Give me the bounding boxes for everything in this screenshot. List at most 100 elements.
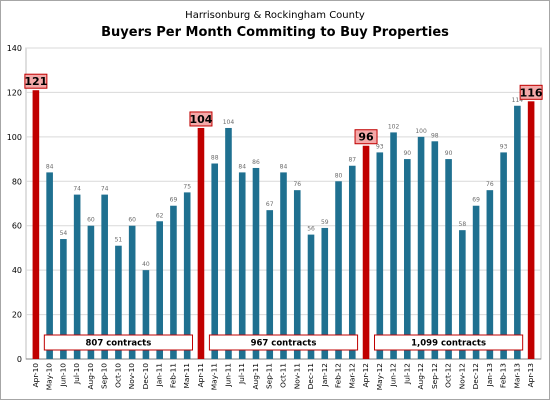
value-label: 56: [307, 226, 315, 233]
x-tick-label: May-11: [210, 363, 219, 391]
bar: [156, 221, 163, 359]
x-tick-label: Sep-10: [100, 363, 109, 389]
highlight-label-box: [354, 129, 378, 145]
period-annotations: 807 contracts 967 contracts 1,099 contract…: [43, 334, 524, 351]
x-tick-label: Aug-12: [416, 363, 425, 390]
x-tick-label: Dec-12: [471, 363, 480, 389]
x-tick-label: Oct-11: [279, 363, 288, 388]
value-label: 74: [101, 186, 109, 193]
y-tick-label: 140: [7, 44, 22, 53]
value-label: 88: [211, 155, 219, 162]
value-label: 84: [280, 163, 288, 170]
value-label: 75: [183, 183, 191, 190]
bar: [60, 239, 67, 359]
x-tick-label: Sep-12: [430, 363, 439, 389]
bar: [170, 205, 177, 359]
value-label: 74: [73, 186, 81, 193]
highlight-value-label: 121: [24, 73, 48, 89]
period-label: 807 contracts: [86, 339, 152, 349]
x-tick-label: Feb-11: [168, 363, 177, 388]
y-tick-label: 80: [12, 177, 22, 186]
value-label: 80: [335, 172, 343, 179]
period-box: [374, 334, 524, 351]
y-tick-label: 60: [12, 222, 22, 231]
bar: [238, 172, 246, 359]
bar: [197, 127, 205, 359]
x-tick-label: Jun-12: [389, 363, 398, 388]
x-tick-label: Apr-13: [526, 363, 535, 388]
x-tick-label: Jul-10: [72, 363, 81, 385]
x-tick-label: Apr-11: [196, 363, 205, 388]
bar: [211, 163, 219, 359]
value-label: 86: [252, 159, 260, 166]
x-tick-label: Aug-10: [86, 363, 95, 390]
x-tick-label: Feb-12: [334, 363, 343, 388]
x-tick-label: Jul-12: [402, 363, 411, 385]
period-box: [43, 334, 193, 351]
x-tick-label: Apr-10: [31, 363, 40, 388]
bar: [472, 205, 480, 359]
value-label: 58: [459, 221, 467, 228]
bar: [128, 225, 136, 359]
period-label: 1,099 contracts: [411, 339, 486, 349]
value-label: 104: [223, 119, 235, 126]
bar: [87, 225, 95, 359]
bar: [73, 194, 81, 359]
highlight-value-label: 96: [354, 129, 378, 145]
y-tick-label: 0: [17, 355, 22, 364]
value-label: 69: [472, 197, 480, 204]
x-tick-label: Dec-11: [306, 363, 315, 390]
bar: [252, 167, 260, 359]
value-label: 87: [348, 157, 356, 164]
bar: [101, 194, 108, 359]
x-tick-label: Mar-13: [512, 363, 521, 389]
bar: [500, 152, 507, 359]
period-annotation: 807 contracts: [43, 334, 193, 351]
bar: [321, 227, 329, 359]
period-label: 967 contracts: [251, 339, 317, 349]
highlight-value-label: 104: [189, 111, 213, 127]
value-label: 93: [376, 143, 384, 150]
x-tick-label: Jan-11: [155, 363, 164, 388]
period-annotation: 967 contracts: [208, 334, 359, 351]
x-tick-label: Jun-10: [58, 363, 67, 388]
bar: [142, 270, 150, 359]
value-label: 51: [115, 237, 123, 244]
value-label: 114: [512, 97, 524, 104]
bar: [266, 210, 274, 359]
x-tick-label: Jun-11: [223, 363, 232, 388]
value-label: 67: [266, 201, 274, 208]
bar: [376, 152, 384, 359]
value-label: 98: [431, 132, 439, 139]
bar: [115, 245, 122, 359]
value-label: 84: [238, 163, 246, 170]
x-tick-label: Nov-11: [292, 363, 301, 390]
x-tick-label: May-12: [375, 363, 384, 390]
y-tick-label: 20: [12, 311, 22, 320]
highlight-label-text: 116: [520, 86, 543, 99]
bar: [417, 136, 425, 359]
period-box: [208, 334, 359, 351]
x-tick-label: Dec-10: [141, 363, 150, 390]
x-tick-label: Aug-11: [251, 363, 260, 390]
highlight-label-box: [519, 84, 543, 100]
x-tick-label: Sep-11: [265, 363, 274, 389]
bars: [32, 90, 535, 360]
bar: [514, 105, 521, 359]
bar: [486, 190, 494, 359]
value-label: 102: [388, 123, 400, 130]
value-label: 54: [60, 230, 68, 237]
bar: [280, 172, 287, 359]
x-tick-label: Nov-10: [127, 363, 136, 390]
x-tick-label: Oct-12: [444, 363, 453, 388]
y-tick-label: 100: [7, 133, 22, 142]
bar: [307, 234, 315, 359]
bar: [362, 145, 370, 359]
highlight-label-text: 121: [24, 75, 47, 88]
bar: [431, 141, 439, 359]
highlight-label-text: 104: [189, 113, 212, 126]
highlight-label-box: [189, 111, 213, 127]
bar: [527, 101, 535, 359]
